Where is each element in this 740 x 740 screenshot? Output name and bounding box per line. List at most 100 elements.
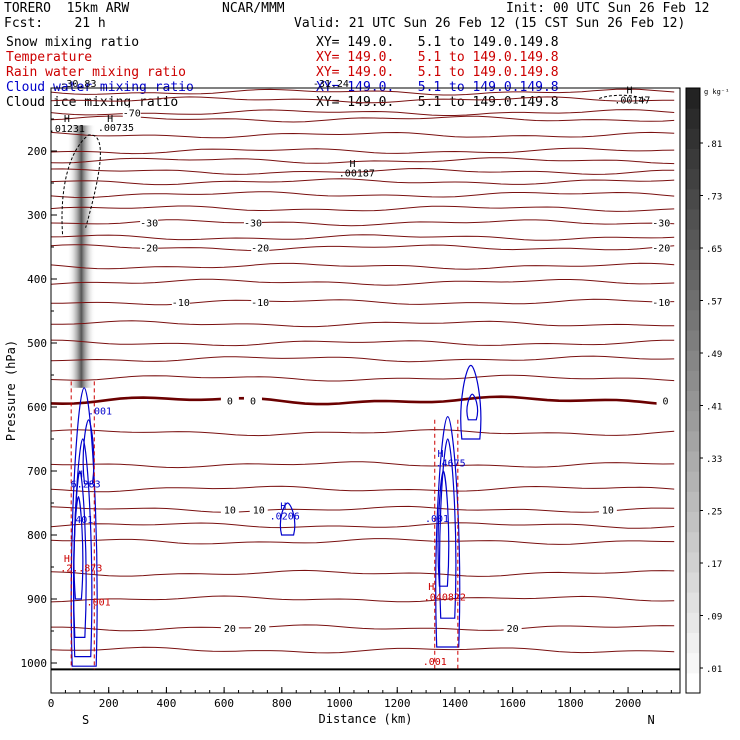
colorbar-segment	[686, 148, 700, 170]
colorbar-segment	[686, 652, 700, 674]
isotherm-label-bg	[503, 622, 522, 634]
isotherm-line	[51, 167, 675, 175]
field-snow-label: Snow mixing ratio	[6, 35, 140, 50]
x-tick-label: 2000	[615, 697, 642, 710]
x-axis-label: Distance (km)	[319, 712, 413, 726]
isotherm-label: -20	[251, 244, 269, 255]
isotherm-label: -20	[652, 244, 670, 255]
colorbar-segment	[686, 572, 700, 593]
isotherm-line	[51, 131, 675, 139]
isotherm-line	[51, 96, 675, 104]
isotherm-label: 20	[254, 624, 266, 635]
annotation-cloud_water: .001	[425, 514, 449, 525]
snow-column	[67, 125, 96, 388]
organization: NCAR/MMM	[222, 1, 285, 16]
y-tick-label: 900	[27, 593, 47, 606]
colorbar-label: .49	[706, 350, 722, 360]
x-tick-label: 1800	[557, 697, 584, 710]
isotherm-label: 20	[507, 624, 519, 635]
cloud-water-contour	[279, 502, 296, 536]
annotation-cloud_water: .4675	[436, 459, 466, 470]
annotation-cloud_water: .0206	[270, 512, 300, 523]
y-tick-label: 500	[27, 337, 47, 350]
x-tick-label: 400	[156, 697, 176, 710]
colorbar-segment	[686, 370, 700, 391]
colorbar-segment	[686, 551, 700, 573]
x-tick-label: 800	[272, 697, 292, 710]
isotherm-label-bg	[652, 242, 671, 254]
annotation-cloud_water: .401	[69, 515, 93, 526]
colorbar-label: .25	[706, 508, 722, 518]
colorbar-segment	[686, 168, 700, 190]
y-tick-label: 600	[27, 401, 47, 414]
annotation-ice: H	[64, 114, 70, 125]
isotherm-label: 0	[663, 397, 669, 408]
field-rain-label: Rain water mixing ratio	[6, 65, 187, 80]
colorbar-segment	[686, 390, 700, 412]
x-tick-label: 0	[48, 697, 55, 710]
isotherm-label-bg	[220, 395, 239, 407]
field-rain-xy: XY= 149.0. 5.1 to 149.0.149.8	[316, 65, 559, 80]
annotation-ice: .01231	[49, 124, 85, 135]
annotation-cloud_water: .001	[88, 407, 112, 418]
x-tick-label: 1000	[326, 697, 353, 710]
isotherm-line	[51, 147, 675, 155]
y-tick-label: 700	[27, 465, 47, 478]
isotherm-line	[51, 595, 675, 603]
cloud-ice-contour	[61, 134, 101, 235]
isotherm-0-line	[51, 395, 675, 406]
isotherm-20-line	[51, 624, 675, 632]
field-temperature-label: Temperature	[6, 50, 93, 65]
annotation-ice: .00187	[339, 169, 375, 180]
colorbar-label: .01	[706, 665, 722, 675]
isotherm-label-bg	[220, 504, 239, 516]
annotation-ice: .00735	[98, 123, 134, 134]
isotherm-label-bg	[220, 622, 239, 634]
field-snow-xy: XY= 149.0. 5.1 to 149.0.149.8	[316, 35, 559, 50]
isotherm-label: -30	[652, 219, 670, 230]
isotherm-label: 10	[224, 505, 236, 516]
colorbar-segment	[686, 511, 700, 533]
colorbar-segment	[686, 88, 700, 109]
isotherm-line	[51, 485, 675, 493]
valid-time: Valid: 21 UTC Sun 26 Feb 12 (15 CST Sun …	[294, 16, 686, 31]
y-tick-label: 800	[27, 529, 47, 542]
colorbar-segment	[686, 330, 700, 351]
isotherm-label: -20	[140, 244, 158, 255]
isotherm-line	[51, 191, 675, 199]
isotherm-label: -10	[251, 298, 269, 309]
y-tick-label: 1000	[21, 657, 48, 670]
isotherm-label-bg	[251, 242, 270, 254]
forecast-hour: Fcst: 21 h	[4, 16, 106, 31]
isotherm-label-bg	[140, 242, 159, 254]
x-tick-label: 1600	[499, 697, 526, 710]
isotherm-label-bg	[249, 504, 268, 516]
x-tick-label: 1200	[384, 697, 411, 710]
colorbar-label: .57	[706, 298, 722, 308]
colorbar-label: .41	[706, 403, 722, 413]
isotherm-line	[51, 157, 675, 165]
isotherm-label: -10	[652, 298, 670, 309]
x-tick-label: 200	[99, 697, 119, 710]
isotherm-line	[51, 374, 675, 382]
colorbar-segment	[686, 592, 700, 613]
colorbar-label: .65	[706, 245, 722, 255]
isotherm-10-line	[51, 505, 675, 513]
isotherm-label-bg	[122, 107, 141, 119]
colorbar-segment	[686, 309, 700, 331]
colorbar-segment	[686, 108, 700, 129]
isotherm-line	[51, 522, 675, 529]
isotherm-line	[51, 569, 675, 577]
isotherm-label-bg	[140, 217, 159, 229]
annotation-cloud_water: H	[438, 449, 444, 460]
x-tick-label: 1400	[442, 697, 469, 710]
colorbar-segment	[686, 531, 700, 553]
colorbar-segment	[686, 209, 700, 230]
isotherm-label-bg	[243, 217, 262, 229]
cloud-water-contour	[82, 419, 95, 485]
colorbar-segment	[686, 188, 700, 210]
isotherm-label-bg	[171, 297, 190, 309]
colorbar-segment	[686, 350, 700, 371]
isotherm-label-bg	[251, 297, 270, 309]
isotherm-label: 20	[224, 624, 236, 635]
